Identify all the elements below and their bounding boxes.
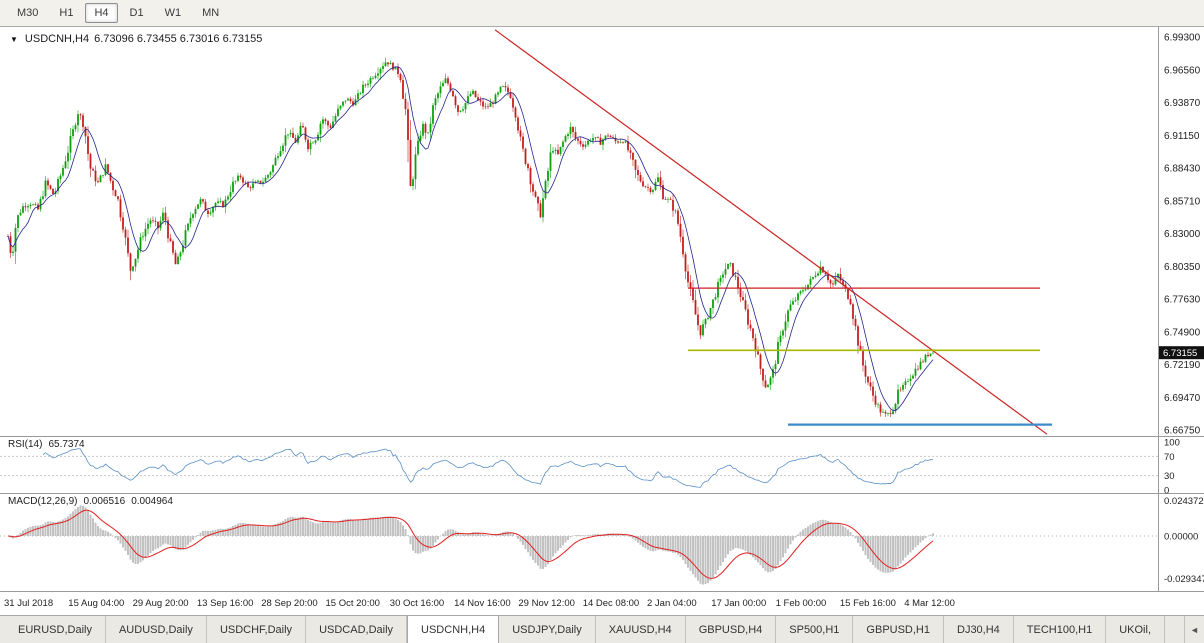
- price-axis-label: 6.66750: [1164, 426, 1201, 437]
- tab-audusd-daily[interactable]: AUDUSD,Daily: [106, 616, 207, 643]
- candles: [7, 57, 934, 417]
- macd-main-value: 0.006516: [83, 496, 126, 507]
- tab-usdcnh-h4[interactable]: USDCNH,H4: [407, 616, 500, 643]
- timeframe-toolbar: M30 H1 H4 D1 W1 MN: [0, 0, 1204, 27]
- tab-eurusd-daily[interactable]: EURUSD,Daily: [5, 616, 106, 643]
- rsi-name: RSI(14): [8, 439, 43, 450]
- tab-dj30-h4[interactable]: DJ30,H4: [944, 616, 1014, 643]
- price-axis-label: 6.88430: [1164, 164, 1201, 175]
- tab-list: EURUSD,Daily AUDUSD,Daily USDCHF,Daily USDC…: [0, 616, 1184, 643]
- timeframe-d1[interactable]: D1: [129, 7, 144, 19]
- tab-scroll-left[interactable]: ◄: [1184, 616, 1204, 643]
- macd-axis-label: 0.00000: [1164, 532, 1198, 543]
- tab-sp500-h1[interactable]: SP500,H1: [776, 616, 854, 643]
- price-axis-label: 6.69470: [1164, 393, 1201, 404]
- time-axis-label: 2 Jan 04:00: [647, 598, 697, 609]
- time-axis-label: 29 Nov 12:00: [518, 598, 575, 609]
- rsi-pane: [0, 448, 1158, 488]
- chart-objects[interactable]: [494, 29, 1052, 435]
- price-axis-label: 6.77630: [1164, 295, 1201, 306]
- timeframe-buttons: M30 H1 H4 D1 W1 MN: [8, 3, 231, 23]
- price-axis-label: 6.83000: [1164, 229, 1201, 240]
- time-axis-label: 14 Dec 08:00: [583, 598, 640, 609]
- tab-usdchf-daily[interactable]: USDCHF,Daily: [207, 616, 307, 643]
- tab-xauusd-h4[interactable]: XAUUSD,H4: [596, 616, 686, 643]
- time-axis-label: 4 Mar 12:00: [904, 598, 955, 609]
- rsi-axis-label: 30: [1164, 471, 1175, 482]
- macd-name: MACD(12,26,9): [8, 496, 78, 507]
- timeframe-h1[interactable]: H1: [59, 7, 74, 19]
- price-axis-label: 6.85710: [1164, 196, 1201, 207]
- current-price-badge: [1159, 346, 1204, 360]
- ma-line: [7, 66, 934, 412]
- price-axis-label: 6.91150: [1164, 131, 1200, 142]
- time-axis-label: 28 Sep 20:00: [261, 598, 318, 609]
- time-axis-label: 31 Jul 2018: [4, 598, 53, 609]
- macd-axis-label: 0.024372: [1164, 496, 1204, 507]
- timeframe-h4[interactable]: H4: [85, 3, 118, 23]
- time-axis-label: 30 Oct 16:00: [390, 598, 444, 609]
- rsi-axis-label: 70: [1164, 452, 1175, 463]
- price-axis-label: 6.99300: [1164, 33, 1201, 44]
- timeframe-w1[interactable]: W1: [164, 7, 182, 19]
- descending-trendline[interactable]: [494, 29, 1048, 435]
- chart-area: 6.99300 6.96560 6.93870 6.91150 6.88430 6.857…: [0, 27, 1204, 615]
- time-axis-label: 14 Nov 16:00: [454, 598, 511, 609]
- chart-symbol-timeframe: USDCNH,H4: [24, 33, 90, 45]
- price-axis-label: 6.72190: [1164, 360, 1201, 371]
- tab-gbpusd-h4[interactable]: GBPUSD,H4: [686, 616, 777, 643]
- tab-ukoil[interactable]: UKOil,: [1106, 616, 1165, 643]
- time-axis-label: 17 Jan 00:00: [711, 598, 766, 609]
- time-axis-label: 1 Feb 00:00: [776, 598, 827, 609]
- axes: 6.99300 6.96560 6.93870 6.91150 6.88430 6.857…: [0, 27, 1204, 609]
- rsi-axis-label: 100: [1164, 438, 1180, 449]
- timeframe-m30[interactable]: M30: [17, 7, 39, 19]
- tab-usdcad-daily[interactable]: USDCAD,Daily: [306, 616, 408, 643]
- time-axis-label: 15 Aug 04:00: [68, 598, 124, 609]
- time-axis-label: 15 Oct 20:00: [326, 598, 380, 609]
- macd-axis-label: -0.029347: [1164, 574, 1204, 585]
- tab-gbpusd-h1[interactable]: GBPUSD,H1: [853, 616, 944, 643]
- price-axis-label: 6.93870: [1164, 98, 1201, 109]
- tab-tech100-h1[interactable]: TECH100,H1: [1014, 616, 1107, 643]
- price-axis-label: 6.74900: [1164, 327, 1201, 338]
- rsi-axis-label: 0: [1164, 486, 1169, 497]
- chart-svg[interactable]: 6.99300 6.96560 6.93870 6.91150 6.88430 6.857…: [0, 27, 1204, 615]
- time-axis-label: 13 Sep 16:00: [197, 598, 254, 609]
- timeframe-mn[interactable]: MN: [202, 7, 220, 19]
- chart-title: ▼ USDCNH,H4 6.73096 6.73455 6.73016 6.73…: [10, 33, 262, 45]
- chart-tabbar: EURUSD,Daily AUDUSD,Daily USDCHF,Daily USDC…: [0, 615, 1204, 643]
- price-axis-label: 6.96560: [1164, 65, 1201, 76]
- current-price-badge-value: 6.73155: [1163, 348, 1197, 359]
- time-axis-label: 29 Aug 20:00: [133, 598, 189, 609]
- chart-ohlc-values: 6.73096 6.73455 6.73016 6.73155: [94, 33, 263, 45]
- macd-indicator-label: MACD(12,26,9) 0.006516 0.004964: [8, 496, 173, 507]
- price-axis-label: 6.80350: [1164, 262, 1201, 273]
- macd-pane: [0, 505, 1158, 585]
- rsi-value: 65.7374: [48, 439, 85, 450]
- dropdown-arrow-icon[interactable]: ▼: [10, 34, 18, 44]
- rsi-indicator-label: RSI(14) 65.7374: [8, 439, 85, 450]
- time-axis-label: 15 Feb 16:00: [840, 598, 896, 609]
- macd-signal-value: 0.004964: [131, 496, 173, 507]
- tab-usdjpy-daily[interactable]: USDJPY,Daily: [499, 616, 596, 643]
